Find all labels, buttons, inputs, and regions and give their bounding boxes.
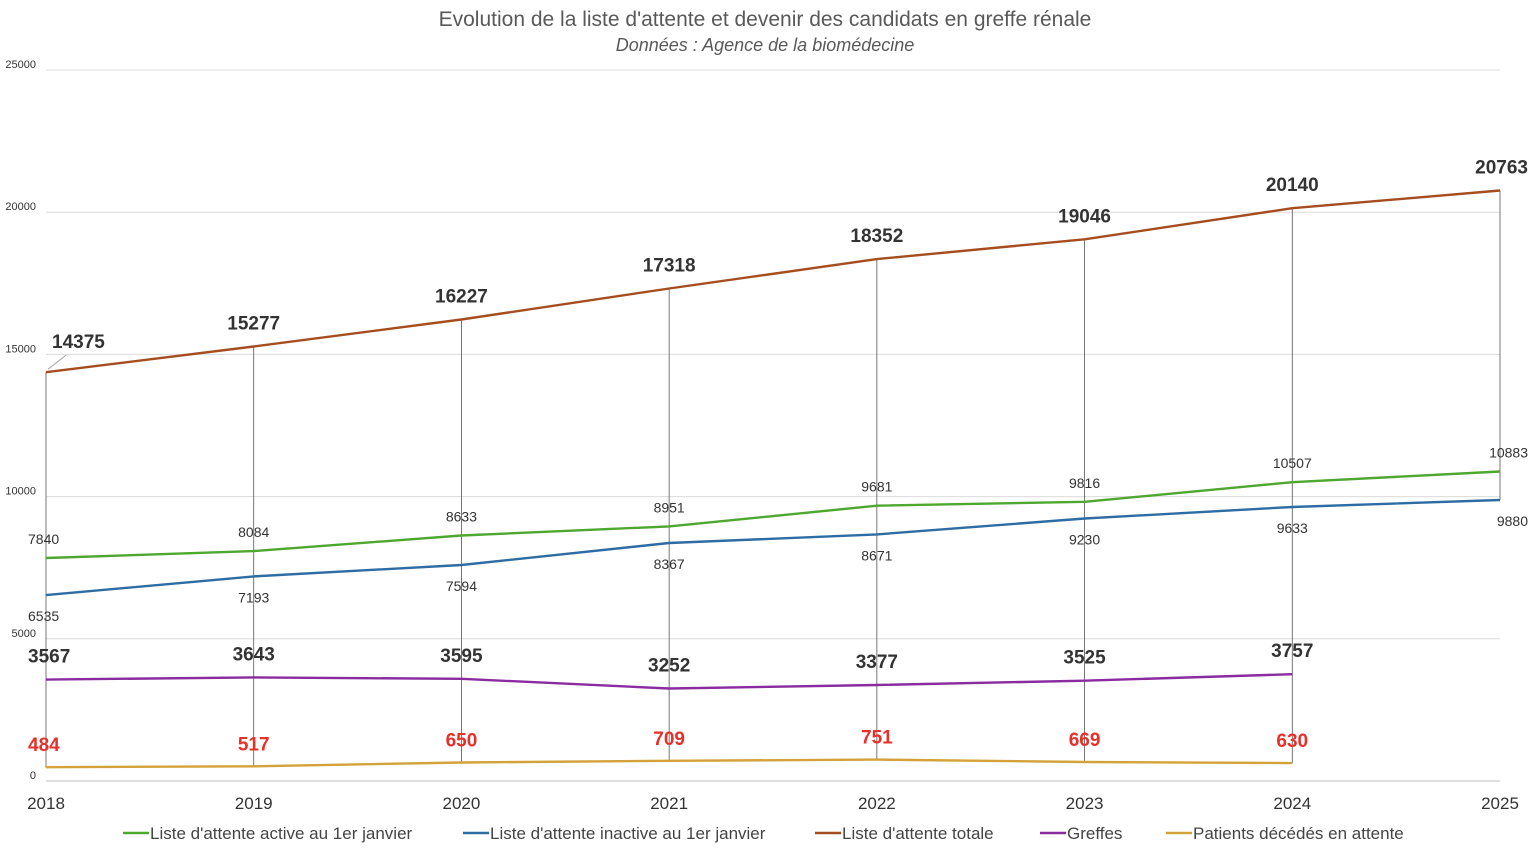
data-label: 8084: [238, 524, 269, 540]
data-label: 3377: [856, 652, 898, 673]
legend-label: Liste d'attente totale: [842, 824, 994, 843]
data-label: 9681: [861, 479, 892, 495]
data-label: 20763: [1475, 158, 1528, 179]
gridlines: [46, 69, 1500, 782]
data-label: 3525: [1063, 648, 1106, 669]
y-tick-label: 20000: [5, 201, 36, 213]
data-label: 9230: [1069, 531, 1100, 547]
data-label: 7840: [28, 531, 59, 547]
drop-lines: [45, 190, 1501, 768]
data-label: 8951: [654, 499, 685, 515]
data-labels: 7840 8084 8633 8951 9681 9816 10507 10883 6535 71…: [28, 158, 1528, 757]
series-line: [45, 673, 1293, 690]
data-label: 9880: [1497, 513, 1528, 529]
data-label: 6535: [28, 608, 59, 624]
x-tick-label: 2023: [1066, 794, 1104, 813]
y-tick-label: 10000: [5, 486, 36, 498]
data-label: 3567: [28, 647, 70, 668]
label-leader-line: [47, 354, 67, 370]
data-label: 669: [1069, 730, 1101, 751]
data-label: 9633: [1277, 520, 1308, 536]
x-tick-label: 2022: [858, 794, 896, 813]
y-tick-label: 5000: [12, 628, 36, 640]
data-label: 7594: [446, 578, 477, 594]
data-label: 8367: [654, 556, 685, 572]
data-label: 15277: [227, 314, 280, 335]
series-lines: [45, 189, 1501, 769]
x-tick-label: 2024: [1273, 794, 1311, 813]
data-label: 650: [446, 731, 478, 752]
x-tick-label: 2018: [27, 794, 65, 813]
chart-title: Evolution de la liste d'attente et deven…: [439, 8, 1092, 31]
data-label: 3595: [440, 646, 483, 667]
data-label: 14375: [52, 332, 105, 353]
legend-label: Greffes: [1067, 824, 1122, 843]
y-tick-label: 0: [30, 770, 36, 782]
data-label: 10507: [1273, 455, 1312, 471]
data-label: 16227: [435, 287, 488, 308]
legend-label: Patients décédés en attente: [1193, 824, 1404, 843]
data-label: 18352: [850, 226, 903, 247]
data-label: 517: [238, 734, 270, 755]
data-label: 19046: [1058, 206, 1111, 227]
x-tick-label: 2025: [1481, 794, 1519, 813]
x-axis-ticks: 2018 2019 2020 2021 2022 2023 2024 2025: [27, 794, 1519, 813]
legend-label: Liste d'attente active au 1er janvier: [150, 824, 413, 843]
y-tick-label: 15000: [5, 343, 36, 355]
data-label: 7193: [238, 589, 269, 605]
chart-subtitle: Données : Agence de la biomédecine: [616, 35, 915, 55]
data-label: 10883: [1489, 444, 1528, 460]
data-label: 484: [28, 735, 60, 756]
data-label: 8633: [446, 508, 477, 524]
data-label: 3757: [1271, 641, 1313, 662]
data-label: 8671: [861, 547, 892, 563]
data-label: 20140: [1266, 175, 1319, 196]
series-line: [45, 470, 1501, 560]
data-label: 17318: [643, 255, 696, 276]
series-line: [45, 189, 1501, 374]
x-tick-label: 2019: [235, 794, 273, 813]
legend-label: Liste d'attente inactive au 1er janvier: [490, 824, 766, 843]
y-axis-ticks: 0 5000 10000 15000 20000 25000: [5, 59, 36, 782]
series-line: [45, 758, 1293, 769]
legend: Liste d'attente active au 1er janvier Lis…: [123, 824, 1404, 843]
series-line: [45, 498, 1501, 597]
data-label: 3252: [648, 656, 690, 677]
data-label: 630: [1276, 731, 1308, 752]
x-tick-label: 2020: [443, 794, 481, 813]
data-label: 709: [653, 729, 685, 750]
x-tick-label: 2021: [650, 794, 688, 813]
data-label: 751: [861, 728, 893, 749]
y-tick-label: 25000: [5, 59, 36, 71]
data-label: 3643: [233, 644, 275, 665]
data-label: 9816: [1069, 475, 1100, 491]
